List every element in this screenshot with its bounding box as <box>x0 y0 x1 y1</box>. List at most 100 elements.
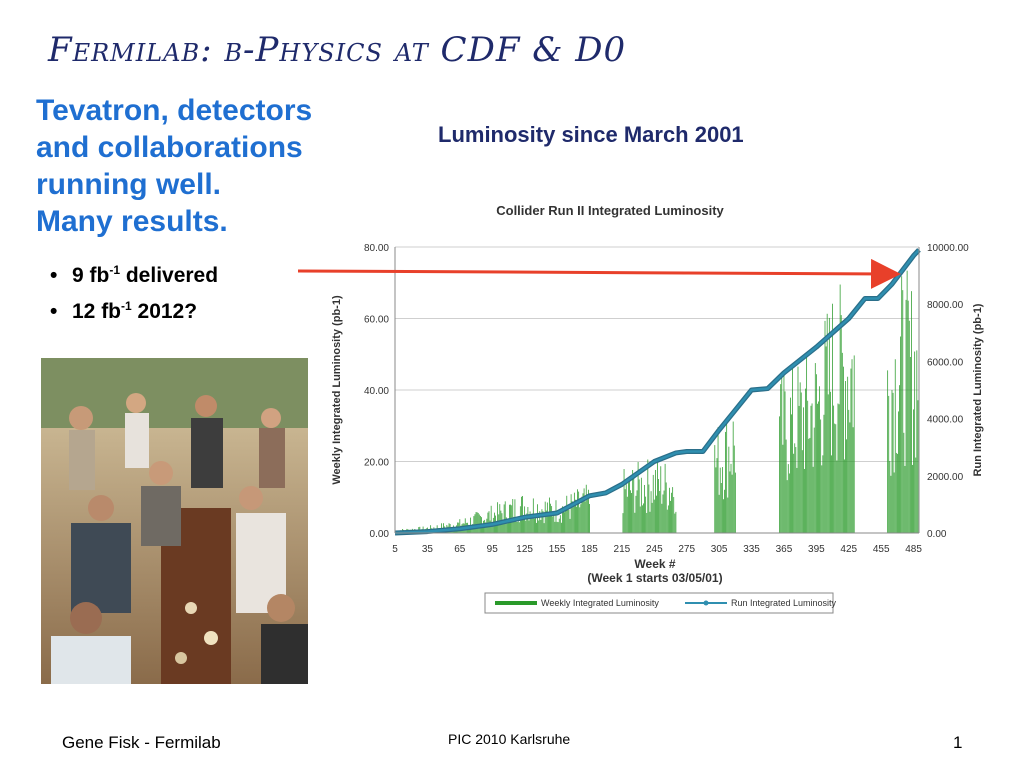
weekly-bar <box>667 505 669 533</box>
weekly-bar <box>729 471 731 533</box>
weekly-bar <box>551 506 553 533</box>
weekly-bar <box>544 501 546 533</box>
weekly-bar <box>584 501 586 533</box>
weekly-bar <box>482 526 483 533</box>
weekly-bar <box>652 474 654 533</box>
legend-run-label: Run Integrated Luminosity <box>731 598 837 608</box>
x-tick: 365 <box>776 544 793 555</box>
weekly-bar <box>795 447 797 533</box>
weekly-bar <box>838 404 840 533</box>
footer-conference: PIC 2010 Karlsruhe <box>448 731 571 747</box>
legend-weekly-label: Weekly Integrated Luminosity <box>541 598 659 608</box>
weekly-bar <box>476 512 478 533</box>
weekly-bar <box>842 366 844 533</box>
weekly-bar <box>562 506 563 533</box>
weekly-bar <box>573 492 575 533</box>
weekly-bar <box>564 512 566 533</box>
weekly-bar <box>581 496 583 533</box>
weekly-bar <box>821 465 823 533</box>
weekly-bar <box>908 320 910 533</box>
weekly-bar <box>734 472 736 533</box>
weekly-bars <box>394 270 920 533</box>
weekly-bar <box>566 495 568 533</box>
luminosity-chart: Collider Run II Integrated Luminosity 0.… <box>331 203 984 614</box>
weekly-bar <box>664 463 666 533</box>
weekly-bar <box>643 503 644 533</box>
weekly-bar <box>800 392 802 533</box>
weekly-bar <box>733 445 735 533</box>
weekly-bar <box>633 477 635 533</box>
weekly-bar <box>834 423 836 533</box>
weekly-bar <box>565 507 567 533</box>
chart-legend: Weekly Integrated Luminosity Run Integra… <box>484 592 837 614</box>
weekly-bar <box>897 453 898 533</box>
weekly-bar <box>543 523 545 533</box>
weekly-bar <box>585 484 587 533</box>
x-tick: 125 <box>516 544 533 555</box>
weekly-bar <box>817 403 818 533</box>
weekly-bar <box>786 480 788 533</box>
weekly-bar <box>832 303 833 533</box>
weekly-bar <box>632 469 634 533</box>
weekly-bar <box>731 474 733 533</box>
weekly-bar <box>888 395 890 533</box>
weekly-bar <box>803 407 804 533</box>
weekly-bar <box>891 390 893 533</box>
weekly-bar <box>779 416 781 533</box>
weekly-bar <box>791 414 792 533</box>
weekly-bar <box>647 459 649 533</box>
weekly-bar <box>721 467 723 533</box>
weekly-bar <box>657 460 658 533</box>
weekly-bar <box>822 455 824 533</box>
weekly-bar <box>488 511 490 533</box>
weekly-bar <box>905 299 907 533</box>
weekly-bar <box>666 509 668 533</box>
weekly-bar <box>645 496 647 533</box>
weekly-bar <box>827 394 829 533</box>
weekly-bar <box>558 518 560 533</box>
y-tick-left: 0.00 <box>370 529 390 540</box>
weekly-bar <box>835 424 837 533</box>
weekly-bar <box>642 505 643 533</box>
weekly-bar <box>849 422 851 533</box>
weekly-bar <box>561 522 562 533</box>
weekly-bar <box>892 392 894 533</box>
weekly-bar <box>902 290 904 533</box>
weekly-bar <box>582 493 584 533</box>
weekly-bar <box>648 484 650 533</box>
run-line-path <box>394 249 920 535</box>
weekly-bar <box>916 350 918 533</box>
weekly-bar <box>517 520 519 533</box>
weekly-bar <box>650 491 652 533</box>
weekly-bar <box>576 506 577 533</box>
page-number: 1 <box>953 733 963 752</box>
weekly-bar <box>575 499 576 533</box>
y-tick-left: 20.00 <box>364 458 389 469</box>
y-tick-left: 60.00 <box>364 315 389 326</box>
weekly-bar <box>898 411 899 533</box>
weekly-bar <box>586 497 588 533</box>
weekly-bar <box>797 366 799 533</box>
weekly-bar <box>583 488 585 533</box>
weekly-bar <box>820 419 822 533</box>
weekly-bar <box>522 495 523 533</box>
weekly-bar <box>548 514 549 533</box>
chart-title: Collider Run II Integrated Luminosity <box>496 203 724 218</box>
weekly-bar <box>850 368 852 533</box>
bullet-dot-icon: • <box>50 300 58 323</box>
y-tick-right: 4000.00 <box>927 415 964 426</box>
weekly-bar <box>537 504 538 533</box>
weekly-bar <box>459 519 461 533</box>
weekly-bar <box>568 509 570 533</box>
weekly-bar <box>826 313 828 533</box>
weekly-bar <box>556 521 558 533</box>
weekly-bar <box>837 403 839 533</box>
weekly-bar <box>571 501 573 533</box>
weekly-bar <box>900 336 902 533</box>
weekly-bar <box>804 468 805 533</box>
group-photo <box>41 358 308 684</box>
weekly-bar <box>577 489 578 533</box>
weekly-bar <box>567 506 569 533</box>
weekly-bar <box>841 352 843 533</box>
x-tick: 485 <box>905 544 922 555</box>
